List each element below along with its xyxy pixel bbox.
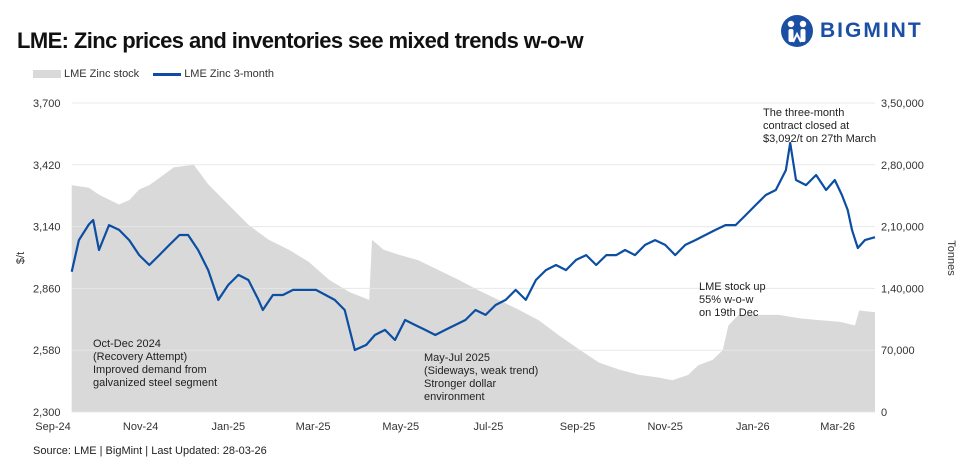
price-line — [70, 141, 876, 352]
y-tick-label: 2,580 — [33, 345, 61, 357]
y-tick-label: 2,860 — [33, 283, 61, 295]
logo-people-icon — [781, 15, 813, 47]
legend-swatch-stock — [33, 70, 61, 78]
x-tick-label: Nov-24 — [123, 421, 158, 433]
source-note: Source: LME | BigMint | Last Updated: 28… — [33, 445, 267, 457]
annotation-close: The three-month contract closed at $3,09… — [763, 107, 876, 146]
annotation-line: Oct-Dec 2024 — [93, 338, 161, 350]
x-tick-label: Sep-24 — [35, 421, 70, 433]
x-tick-label: Mar-26 — [820, 421, 855, 433]
annotation-line: environment — [424, 391, 485, 403]
x-tick-label: May-25 — [382, 421, 419, 433]
x-tick-label: Sep-25 — [560, 421, 595, 433]
bigmint-logo: BIGMINT — [780, 14, 923, 48]
y-tick-label: 3,700 — [33, 98, 61, 110]
annotation-line: Stronger dollar — [424, 378, 497, 390]
y-axis-title: $/t — [15, 252, 27, 264]
annotation-line: (Sideways, weak trend) — [424, 365, 539, 377]
legend-label-stock: LME Zinc stock — [64, 68, 140, 80]
annotation-line: 55% w-o-w — [699, 294, 754, 306]
y2-tick-label: 0 — [881, 407, 887, 419]
y2-axis-title: Tonnes — [945, 240, 957, 276]
annotation-line: on 19th Dec — [699, 307, 759, 319]
annotation-line: contract closed at — [763, 120, 850, 132]
annotation-stock: LME stock up 55% w-o-w on 19th Dec — [699, 281, 766, 320]
annotation-line: galvanized steel segment — [93, 377, 218, 389]
legend: LME Zinc stock LME Zinc 3-month — [33, 68, 274, 80]
y-tick-label: 3,140 — [33, 222, 61, 234]
legend-label-price: LME Zinc 3-month — [184, 68, 275, 80]
y2-tick-label: 2,80,000 — [881, 160, 924, 172]
annotation-line: LME stock up — [699, 281, 766, 293]
chart-title: LME: Zinc prices and inventories see mix… — [17, 28, 584, 53]
x-tick-label: Jul-25 — [473, 421, 503, 433]
annotation-sideways: May-Jul 2025 (Sideways, weak trend) Stro… — [424, 352, 538, 404]
y2-tick-label: 1,40,000 — [881, 283, 924, 295]
y2-tick-label: 70,000 — [881, 345, 915, 357]
x-tick-label: Nov-25 — [647, 421, 682, 433]
y-tick-label: 2,300 — [33, 407, 61, 419]
legend-swatch-price — [153, 72, 182, 76]
annotation-line: The three-month — [763, 107, 845, 119]
x-tick-label: Mar-25 — [296, 421, 331, 433]
annotation-recovery: Oct-Dec 2024 (Recovery Attempt) Improved… — [93, 338, 217, 390]
logo-text: BIGMINT — [820, 19, 923, 42]
x-tick-label: Jan-25 — [212, 421, 246, 433]
y-tick-label: 3,420 — [33, 160, 61, 172]
y2-tick-label: 2,10,000 — [881, 222, 924, 234]
x-tick-label: Jan-26 — [736, 421, 770, 433]
annotation-line: $3,092/t on 27th March — [763, 133, 877, 145]
annotation-line: (Recovery Attempt) — [93, 351, 188, 363]
y2-tick-label: 3,50,000 — [881, 98, 924, 110]
annotation-line: May-Jul 2025 — [424, 352, 491, 364]
annotation-line: Improved demand from — [93, 364, 207, 376]
